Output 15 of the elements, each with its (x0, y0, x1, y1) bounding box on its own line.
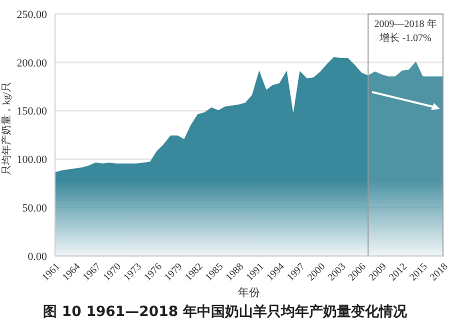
y-tick-label: 250.00 (16, 8, 48, 21)
text: 图 10 1961—2018 年中国奶山羊只均年产奶量变化情况 (42, 303, 408, 321)
x-tick-label: 1961 (40, 261, 62, 284)
band-label: 2009—2018 年增长 -1.07% (373, 18, 438, 46)
x-tick-label: 1982 (183, 261, 206, 284)
x-tick-label: 1970 (101, 261, 124, 284)
y-tick-label: 0.00 (28, 250, 48, 263)
y-tick-label: 150.00 (16, 106, 48, 118)
y-tick-label: 100.00 (16, 154, 48, 166)
y-tick-label: 200.00 (16, 57, 48, 70)
x-tick-label: 1991 (244, 261, 266, 284)
y-axis-title: 只均年产奶量，kg/只 (0, 82, 13, 175)
y-tick-label: 50.00 (22, 202, 48, 215)
x-tick-label: 1979 (162, 261, 185, 284)
x-axis-title: 年份 (238, 287, 260, 299)
